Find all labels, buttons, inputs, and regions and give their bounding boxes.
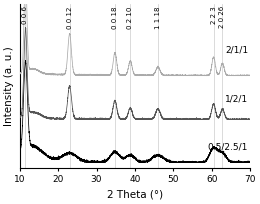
Text: 2/1/1: 2/1/1 xyxy=(225,46,248,55)
Y-axis label: Intensity (a. u.): Intensity (a. u.) xyxy=(4,46,14,126)
Text: 0 0 6: 0 0 6 xyxy=(22,6,29,24)
Text: 1/2/1: 1/2/1 xyxy=(225,95,248,104)
Text: 2 2 3: 2 2 3 xyxy=(211,6,217,24)
Text: 2 0 26: 2 0 26 xyxy=(219,6,225,29)
Text: 1 1 18: 1 1 18 xyxy=(155,6,161,29)
Text: 0.5/2.5/1: 0.5/2.5/1 xyxy=(208,143,248,152)
X-axis label: 2 Theta (°): 2 Theta (°) xyxy=(107,190,163,200)
Text: 0 0 18: 0 0 18 xyxy=(112,6,118,29)
Text: 0 0 12: 0 0 12 xyxy=(67,6,73,29)
Text: 0 2 10: 0 2 10 xyxy=(127,6,133,29)
